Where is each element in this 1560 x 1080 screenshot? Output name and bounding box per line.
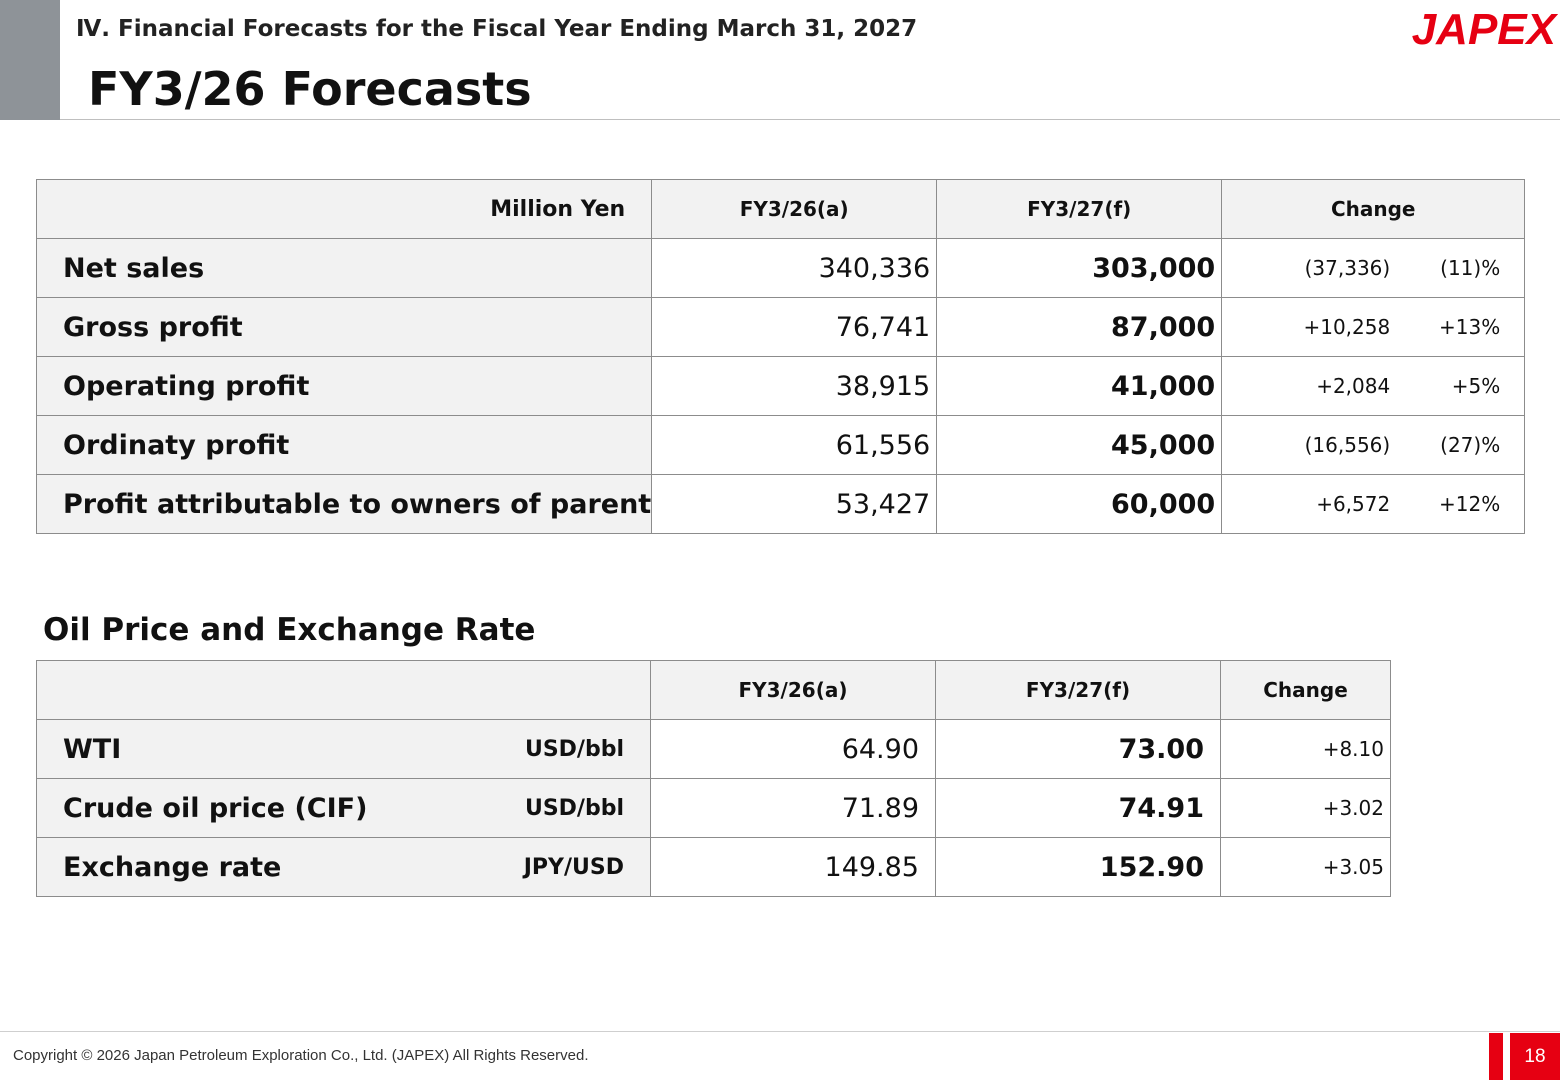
- row-label: Net sales: [35, 238, 653, 298]
- logo-text: JAPEX: [1412, 6, 1558, 52]
- change-abs: +2,084: [1316, 374, 1391, 398]
- change-pct: +13%: [1439, 315, 1501, 339]
- table-row: Profit attributable to owners of parent …: [35, 474, 1526, 534]
- row-label: Gross profit: [35, 297, 653, 357]
- table-row: Gross profit 76,741 87,000 +10,258 +13%: [35, 297, 1526, 357]
- fy26-header: FY3/26(a): [650, 660, 936, 720]
- fy26-value: 53,427: [651, 474, 938, 534]
- change-pct: (27)%: [1440, 433, 1501, 457]
- table-header-row: FY3/26(a) FY3/27(f) Change: [36, 660, 1391, 720]
- fy27-header: FY3/27(f): [935, 660, 1221, 720]
- change-abs: +10,258: [1303, 315, 1391, 339]
- fy27-value: 41,000: [936, 356, 1223, 416]
- change-header: Change: [1220, 660, 1391, 720]
- fy27-value: 87,000: [936, 297, 1223, 357]
- footer-accent-bar: [1489, 1033, 1503, 1080]
- table-header-row: Million Yen FY3/26(a) FY3/27(f) Change: [35, 179, 1526, 239]
- page-number: 18: [1510, 1033, 1560, 1080]
- fy26-value: 38,915: [651, 356, 938, 416]
- change-header: Change: [1221, 179, 1526, 239]
- oil-section-title: Oil Price and Exchange Rate: [43, 612, 536, 648]
- change-pct: (11)%: [1440, 256, 1501, 280]
- fy27-value: 45,000: [936, 415, 1223, 475]
- table-row: Net sales 340,336 303,000 (37,336) (11)%: [35, 238, 1526, 298]
- row-label: Profit attributable to owners of parent: [35, 474, 653, 534]
- row-label: Exchange rate: [63, 851, 282, 883]
- row-unit: JPY/USD: [523, 854, 624, 880]
- row-label-cell: Exchange rate JPY/USD: [36, 837, 651, 897]
- change-value: +8.10: [1220, 719, 1391, 779]
- change-cell: +6,572 +12%: [1221, 474, 1526, 534]
- change-cell: (16,556) (27)%: [1221, 415, 1526, 475]
- change-cell: +10,258 +13%: [1221, 297, 1526, 357]
- header-side-bar: [0, 0, 60, 120]
- financial-forecast-table: Million Yen FY3/26(a) FY3/27(f) Change N…: [35, 179, 1526, 534]
- fy26-value: 64.90: [650, 719, 936, 779]
- fy26-value: 340,336: [651, 238, 938, 298]
- row-label: Ordinaty profit: [35, 415, 653, 475]
- fy26-value: 61,556: [651, 415, 938, 475]
- empty-header: [36, 660, 651, 720]
- section-label: Ⅳ. Financial Forecasts for the Fiscal Ye…: [76, 16, 918, 42]
- change-cell: +2,084 +5%: [1221, 356, 1526, 416]
- page-title: FY3/26 Forecasts: [88, 62, 532, 116]
- change-value: +3.02: [1220, 778, 1391, 838]
- table-row: Crude oil price (CIF) USD/bbl 71.89 74.91…: [36, 778, 1391, 838]
- header-divider: [60, 119, 1560, 120]
- change-pct: +5%: [1451, 374, 1501, 398]
- fy27-value: 73.00: [935, 719, 1221, 779]
- table-row: Exchange rate JPY/USD 149.85 152.90 +3.05: [36, 837, 1391, 897]
- fy26-value: 71.89: [650, 778, 936, 838]
- change-abs: (37,336): [1304, 256, 1391, 280]
- change-value: +3.05: [1220, 837, 1391, 897]
- oil-price-table: FY3/26(a) FY3/27(f) Change WTI USD/bbl 64…: [36, 660, 1391, 897]
- row-label-cell: WTI USD/bbl: [36, 719, 651, 779]
- change-abs: (16,556): [1304, 433, 1391, 457]
- row-label-cell: Crude oil price (CIF) USD/bbl: [36, 778, 651, 838]
- row-label: Operating profit: [35, 356, 653, 416]
- fy27-value: 60,000: [936, 474, 1223, 534]
- change-pct: +12%: [1439, 492, 1501, 516]
- unit-header: Million Yen: [35, 179, 653, 239]
- row-unit: USD/bbl: [524, 795, 624, 821]
- row-unit: USD/bbl: [524, 736, 624, 762]
- japex-logo: JAPEX: [1386, 5, 1559, 54]
- fy27-value: 303,000: [936, 238, 1223, 298]
- fy26-value: 76,741: [651, 297, 938, 357]
- table-row: Ordinaty profit 61,556 45,000 (16,556) (2…: [35, 415, 1526, 475]
- table-row: WTI USD/bbl 64.90 73.00 +8.10: [36, 719, 1391, 779]
- fy27-value: 152.90: [935, 837, 1221, 897]
- row-label: Crude oil price (CIF): [63, 792, 368, 824]
- change-abs: +6,572: [1316, 492, 1391, 516]
- footer-divider: [0, 1031, 1560, 1032]
- table-row: Operating profit 38,915 41,000 +2,084 +5%: [35, 356, 1526, 416]
- fy27-value: 74.91: [935, 778, 1221, 838]
- fy27-header: FY3/27(f): [936, 179, 1223, 239]
- fy26-value: 149.85: [650, 837, 936, 897]
- change-cell: (37,336) (11)%: [1221, 238, 1526, 298]
- fy26-header: FY3/26(a): [651, 179, 938, 239]
- row-label: WTI: [63, 733, 122, 765]
- copyright-text: Copyright © 2026 Japan Petroleum Explora…: [13, 1047, 589, 1064]
